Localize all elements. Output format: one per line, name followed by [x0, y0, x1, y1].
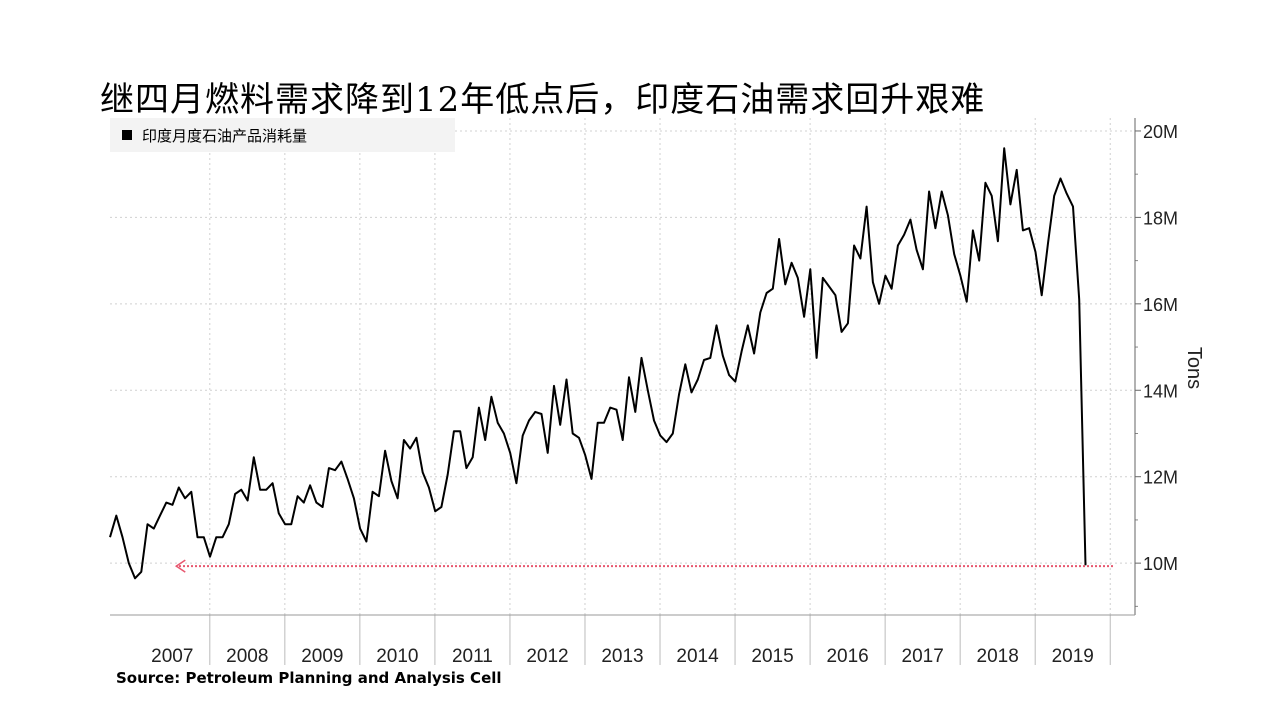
legend: 印度月度石油产品消耗量 [110, 118, 455, 152]
x-tick-label: 2009 [301, 646, 343, 667]
y-tick-label: 10M [1143, 554, 1178, 574]
legend-label: 印度月度石油产品消耗量 [142, 126, 308, 145]
x-axis-ticks: 2007 2008 2009 2010 2011 2012 2013 2014 2015 2016… [151, 615, 1111, 667]
x-tick-label: 2019 [1052, 646, 1094, 667]
chart-title: 继四月燃料需求降到12年低点后，印度石油需求回升艰难 [100, 80, 986, 120]
x-tick-label: 2016 [826, 646, 868, 667]
x-tick-label: 2012 [526, 646, 568, 667]
y-tick-label: 20M [1143, 122, 1178, 142]
y-axis-ticks: 10M 12M 14M 16M 18M 20M [1135, 122, 1178, 607]
x-tick-label: 2014 [676, 646, 719, 667]
x-tick-label: 2013 [601, 646, 643, 667]
x-tick-label: 2011 [452, 646, 493, 667]
y-tick-label: 16M [1143, 295, 1178, 315]
x-tick-label: 2010 [376, 646, 418, 667]
x-tick-label: 2007 [151, 646, 193, 667]
y-tick-label: 12M [1143, 468, 1178, 488]
annotation-arrow-head [174, 559, 186, 573]
y-axis-label: Tons [1183, 347, 1205, 389]
x-tick-label: 2008 [226, 646, 268, 667]
y-tick-label: 18M [1143, 208, 1178, 228]
series-line [109, 147, 1087, 580]
x-tick-label: 2017 [902, 646, 944, 667]
grid-lines [110, 118, 1135, 615]
legend-swatch [122, 130, 132, 140]
x-tick-label: 2018 [977, 646, 1019, 667]
x-tick-label: 2015 [751, 646, 793, 667]
y-tick-label: 14M [1143, 381, 1178, 401]
source-note: Source: Petroleum Planning and Analysis … [116, 669, 502, 687]
